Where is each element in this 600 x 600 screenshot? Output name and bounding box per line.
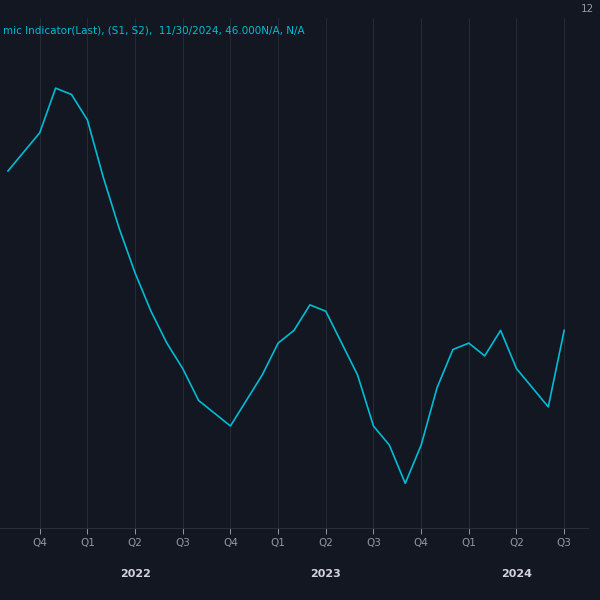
Text: mic Indicator(Last), (S1, S2),  11/30/2024, 46.000N/A, N/A: mic Indicator(Last), (S1, S2), 11/30/202… xyxy=(3,26,305,35)
Text: 12: 12 xyxy=(581,4,594,14)
Text: 2024: 2024 xyxy=(501,569,532,580)
Text: 2023: 2023 xyxy=(310,569,341,580)
Text: 2022: 2022 xyxy=(119,569,151,580)
